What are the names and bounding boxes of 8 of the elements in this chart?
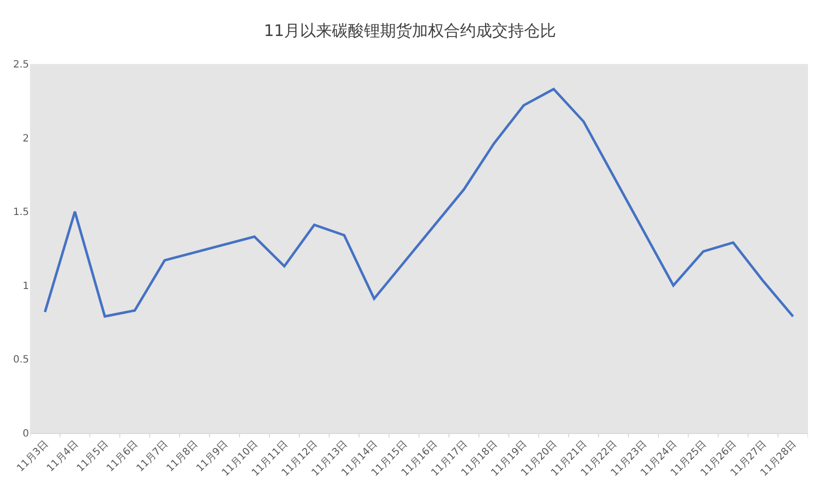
- y-tick-label: 0: [22, 428, 29, 440]
- chart-title: 11月以来碳酸锂期货加权合约成交持仓比: [264, 21, 556, 40]
- y-tick-label: 2: [22, 133, 29, 144]
- line-series: [44, 88, 794, 318]
- y-tick-label: 2.5: [13, 60, 29, 70]
- y-tick-label: 1.5: [13, 207, 29, 218]
- y-tick-label: 1: [22, 280, 29, 292]
- y-tick-label: 0.5: [13, 354, 29, 366]
